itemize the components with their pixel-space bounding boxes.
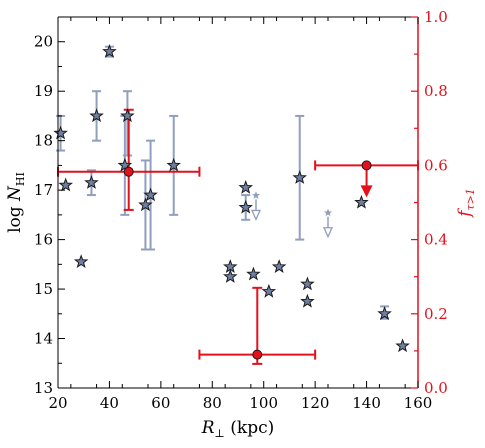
star-point-0 [53, 125, 68, 140]
star-point-4 [89, 108, 104, 123]
x-tick-label: 20 [48, 394, 67, 412]
y-left-tick-label: 19 [34, 82, 53, 100]
star-point-20 [300, 293, 315, 308]
star-point-2 [73, 254, 89, 269]
x-tick-label: 100 [249, 394, 278, 412]
star-point-12 [223, 269, 238, 283]
y-left-tick-label: 14 [34, 330, 53, 348]
y-left-tick-label: 17 [34, 181, 53, 199]
x-tick-label: 40 [100, 394, 119, 412]
x-tick-label: 160 [404, 394, 433, 412]
star-point-23 [395, 338, 410, 353]
star-point-9 [143, 187, 158, 202]
x-tick-label: 80 [203, 394, 222, 412]
y-left-tick-label: 15 [34, 280, 53, 298]
upper-limit-star-1 [324, 208, 332, 217]
fraction-point-1 [252, 349, 263, 360]
y-right-tick-label: 1.0 [424, 8, 448, 26]
star-point-22 [377, 306, 392, 320]
star-point-18 [292, 170, 307, 184]
y-right-tick-label: 0.6 [424, 156, 448, 174]
star-point-13 [238, 180, 253, 194]
fraction-point-0 [123, 166, 134, 177]
x-tick-label: 140 [352, 394, 381, 412]
star-point-6 [117, 157, 133, 172]
y-left-tick-label: 16 [34, 231, 53, 249]
star-point-15 [246, 266, 261, 281]
x-tick-label: 120 [301, 394, 330, 412]
star-point-3 [84, 175, 99, 189]
fraction-limit-arrow [360, 185, 373, 198]
x-tick-label: 60 [151, 394, 170, 412]
star-point-21 [354, 194, 369, 209]
y-right-tick-label: 0.2 [424, 305, 448, 323]
upper-limit-arrow-1 [322, 227, 334, 239]
y-right-tick-label: 0.0 [424, 379, 448, 397]
y-right-tick-label: 0.8 [424, 82, 448, 100]
y-left-tick-label: 20 [34, 33, 53, 51]
star-point-16 [261, 283, 277, 298]
y-right-tick-label: 0.4 [424, 231, 448, 249]
upper-limit-arrow-0 [250, 209, 262, 222]
star-point-17 [271, 259, 287, 273]
star-point-5 [102, 44, 117, 58]
star-point-19 [300, 276, 315, 291]
upper-limit-star-0 [252, 191, 260, 199]
x-axis-label: R⊥ (kpc) [201, 418, 275, 440]
y-left-tick-label: 13 [34, 379, 53, 397]
y-axis-label-left: log NHI [5, 172, 27, 233]
fraction-point-2 [361, 160, 372, 171]
star-point-10 [166, 157, 181, 172]
star-point-7 [120, 108, 135, 123]
star-point-1 [58, 177, 73, 192]
y-left-tick-label: 18 [34, 132, 53, 150]
star-point-8 [138, 197, 153, 212]
y-axis-label-right: fτ>1 [455, 188, 477, 219]
star-point-14 [238, 199, 253, 214]
